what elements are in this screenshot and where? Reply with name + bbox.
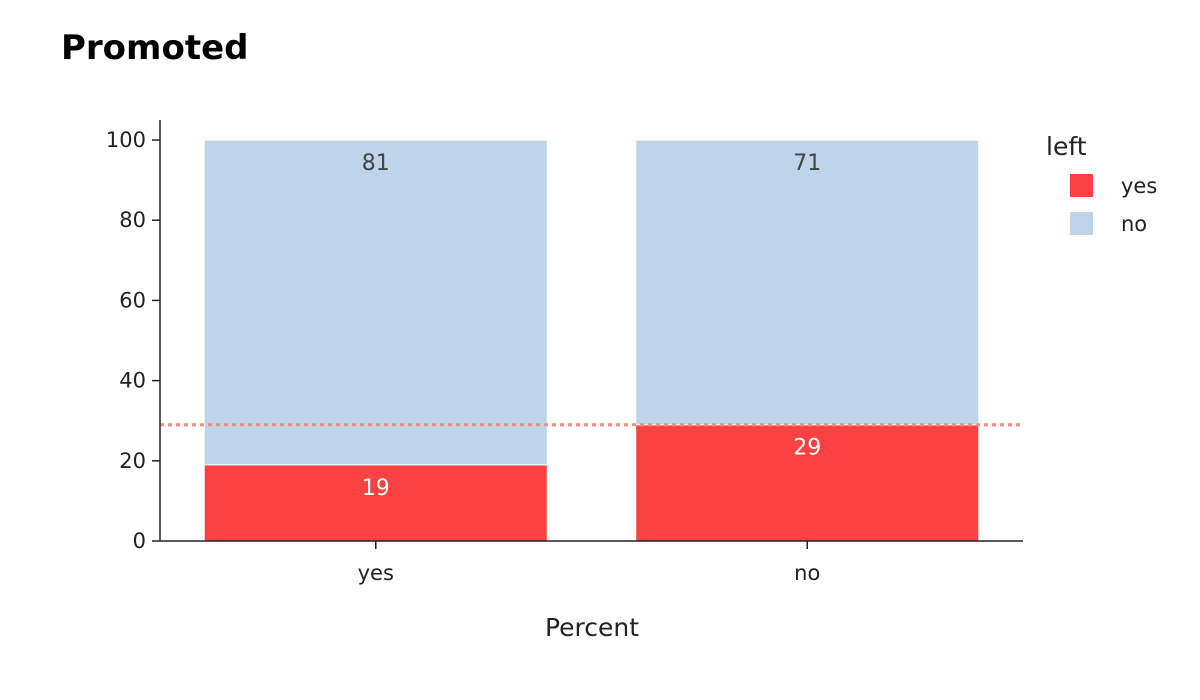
y-tick-label: 20 [119, 449, 146, 473]
bar-label-no-yes: 81 [362, 151, 390, 176]
plot-area: 19 81 29 71 [160, 139, 1023, 542]
y-tick-label: 0 [133, 529, 146, 553]
legend-swatch-yes [1070, 174, 1093, 197]
legend-label-yes: yes [1121, 174, 1157, 198]
bar-label-no-no: 71 [793, 151, 821, 176]
legend: left yes no [1046, 132, 1157, 236]
bar-yes-yes [203, 464, 548, 542]
x-axis-title: Percent [545, 613, 639, 642]
y-tick-label: 100 [106, 128, 146, 152]
legend-swatch-no [1070, 212, 1093, 235]
bar-label-yes-yes: 19 [362, 476, 390, 501]
legend-label-no: no [1121, 212, 1147, 236]
chart-title: Promoted [61, 28, 248, 68]
bar-no-yes [203, 139, 548, 466]
bar-yes-no [635, 424, 980, 542]
y-tick-label: 80 [119, 208, 146, 232]
legend-title: left [1046, 132, 1087, 161]
y-tick-label: 60 [119, 288, 146, 312]
axes: 0 20 40 60 80 100 yes no [106, 120, 1023, 585]
bar-label-yes-no: 29 [793, 436, 821, 461]
x-tick-label: yes [358, 561, 394, 585]
y-tick-label: 40 [119, 369, 146, 393]
bar-no-no [635, 139, 980, 426]
x-tick-label: no [794, 561, 820, 585]
